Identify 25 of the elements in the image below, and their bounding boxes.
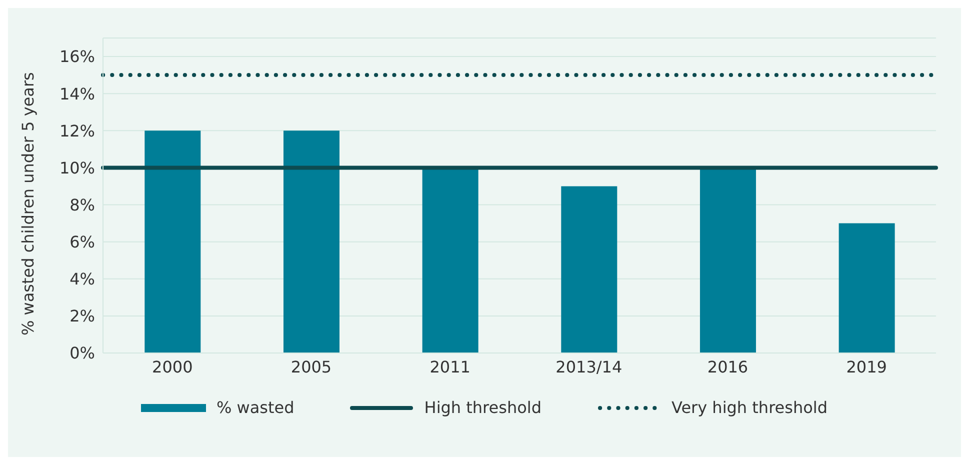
y-tick-label: 10% xyxy=(59,158,95,178)
bar xyxy=(283,130,340,353)
x-tick-label: 2019 xyxy=(846,357,887,376)
bar xyxy=(422,168,478,353)
y-tick-label: 2% xyxy=(70,306,95,326)
x-tick-label: 2013/14 xyxy=(556,357,622,376)
bar xyxy=(838,223,895,353)
x-tick-label: 2000 xyxy=(152,357,193,376)
y-tick-label: 0% xyxy=(70,344,95,363)
y-tick-label: 6% xyxy=(70,232,95,252)
y-axis-title: % wasted children under 5 years xyxy=(18,72,38,336)
legend-label: High threshold xyxy=(424,398,542,417)
x-tick-label: 2005 xyxy=(290,357,332,376)
y-tick-label: 16% xyxy=(59,47,95,66)
x-tick-label: 2016 xyxy=(707,357,748,376)
legend-label: Very high threshold xyxy=(672,398,828,417)
y-tick-label: 4% xyxy=(70,270,95,289)
bar xyxy=(144,130,201,353)
y-tick-label: 14% xyxy=(59,84,95,104)
bar xyxy=(561,186,618,353)
legend-label: % wasted xyxy=(216,398,294,417)
y-tick-label: 12% xyxy=(59,121,95,140)
bar xyxy=(700,168,756,353)
x-tick-label: 2011 xyxy=(430,357,470,376)
y-tick-label: 8% xyxy=(70,195,95,214)
